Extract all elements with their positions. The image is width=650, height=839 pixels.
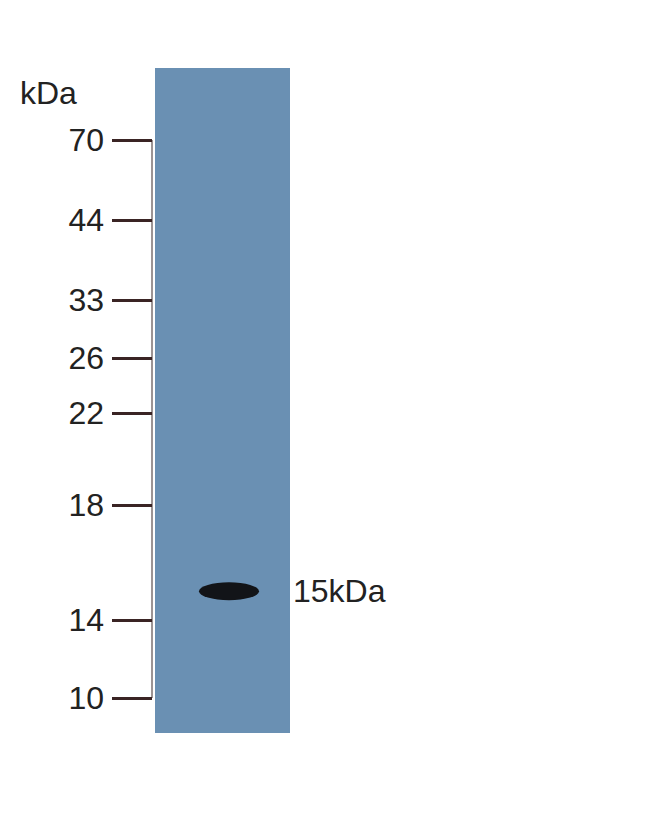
tick-mark xyxy=(112,357,152,360)
tick-mark xyxy=(112,139,152,142)
tick: 33 xyxy=(68,282,152,318)
tick-label: 44 xyxy=(68,202,104,238)
tick-mark xyxy=(112,412,152,415)
tick: 44 xyxy=(68,202,152,238)
tick: 18 xyxy=(68,487,152,523)
tick-label: 14 xyxy=(68,602,104,638)
tick: 14 xyxy=(68,602,152,638)
band xyxy=(199,582,259,600)
bands xyxy=(199,582,259,600)
tick-mark xyxy=(112,299,152,302)
blot-figure: 70 44 33 26 22 18 14 10 kDa 15kDa xyxy=(0,0,650,839)
band-label: 15kDa xyxy=(293,573,386,609)
tick: 22 xyxy=(68,395,152,431)
tick-mark xyxy=(112,619,152,622)
tick-label: 70 xyxy=(68,122,104,158)
tick-label: 18 xyxy=(68,487,104,523)
lane xyxy=(155,68,290,733)
axis-title: kDa xyxy=(20,75,77,111)
tick: 26 xyxy=(68,340,152,376)
tick-label: 10 xyxy=(68,680,104,716)
tick-label: 22 xyxy=(68,395,104,431)
tick-mark xyxy=(112,697,152,700)
tick-mark xyxy=(112,219,152,222)
axis-line xyxy=(152,140,153,698)
tick-mark xyxy=(112,504,152,507)
tick: 70 xyxy=(68,122,152,158)
tick: 10 xyxy=(68,680,152,716)
tick-label: 33 xyxy=(68,282,104,318)
y-axis: 70 44 33 26 22 18 14 10 xyxy=(68,122,152,716)
tick-label: 26 xyxy=(68,340,104,376)
